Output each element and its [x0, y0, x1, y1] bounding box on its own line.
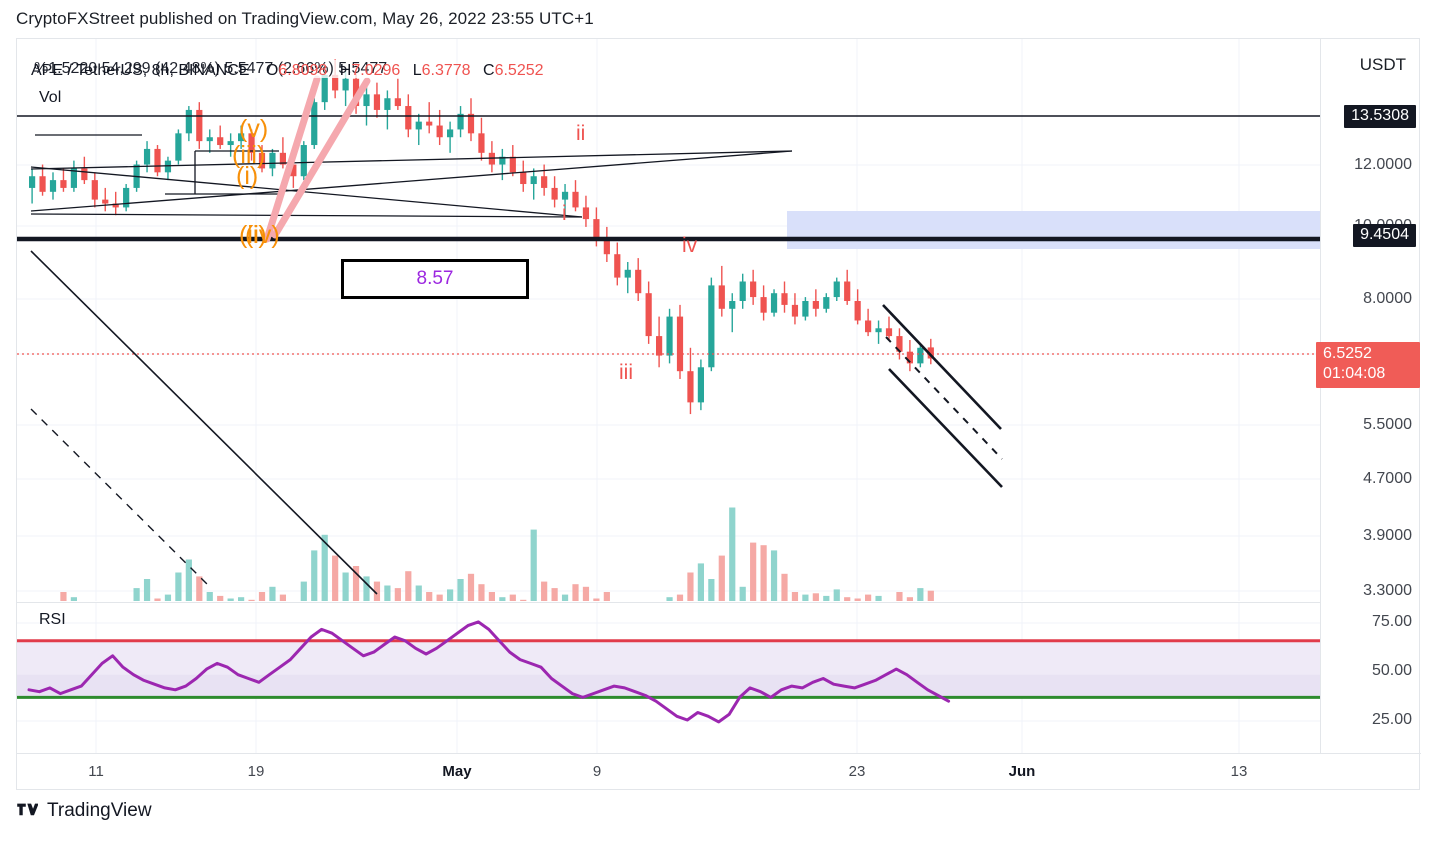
legend-ohlc-o-value: 6.8098 [278, 62, 328, 79]
legend-overlay-text: %1.5220 54,299 (42.48%) 5.5477 (2.66%) 5… [31, 60, 391, 78]
current-price-value: 6.5252 [1323, 345, 1372, 362]
price-axis-tick: 3.9000 [1363, 527, 1412, 544]
elliott-wave-label-orange[interactable]: (ii) [239, 221, 267, 249]
time-axis-tick: 11 [88, 763, 104, 780]
legend-ohlc-c-label: C [483, 62, 495, 79]
legend-ohlc-o-label: O [265, 62, 279, 79]
rsi-plot [17, 603, 1320, 754]
chart-legend: %1.5220 54,299 (42.48%) 5.5477 (2.66%) 5… [31, 60, 544, 80]
elliott-wave-label-orange[interactable]: (iii) [232, 141, 266, 169]
time-axis-tick: 23 [848, 763, 866, 780]
price-plot [17, 39, 1320, 601]
rsi-pane[interactable]: RSI [17, 602, 1320, 754]
legend-ohlc-h-value: 7.0296 [351, 62, 401, 79]
time-axis-tick: 9 [592, 763, 602, 780]
elliott-wave-label-orange[interactable]: (v) [239, 115, 269, 143]
elliott-wave-label-red[interactable]: ii [576, 122, 586, 145]
price-axis-tick: 8.0000 [1363, 290, 1412, 307]
time-axis-tick: 13 [1230, 763, 1248, 780]
time-axis-tick: May [442, 763, 472, 780]
tradingview-brand-name: TradingView [47, 800, 152, 821]
elliott-wave-label-orange[interactable]: (i) [236, 162, 259, 190]
price-axis[interactable]: USDT 12.000010.00008.00005.50004.70003.9… [1316, 39, 1420, 753]
footer-branding: TradingView [16, 800, 152, 822]
publisher-line: CryptoFXStreet published on TradingView.… [16, 9, 594, 28]
legend-ohlc-h-label: H [339, 62, 352, 79]
tradingview-logo-icon [17, 803, 38, 816]
legend-ohlc-c-value: 6.5252 [494, 62, 544, 79]
volume-legend-label[interactable]: Vol [39, 89, 62, 106]
current-price-tag[interactable]: 6.5252 01:04:08 [1316, 342, 1420, 388]
time-axis-tick: Jun [1008, 763, 1036, 780]
elliott-wave-label-orange[interactable]: (iv) [245, 221, 280, 249]
price-axis-level-tag[interactable]: 13.5308 [1344, 105, 1416, 128]
rsi-axis-tick: 25.00 [1371, 711, 1412, 728]
rsi-axis-tick: 50.00 [1371, 662, 1412, 679]
price-axis-level-tag[interactable]: 9.4504 [1353, 224, 1416, 247]
elliott-wave-label-red[interactable]: iii [619, 361, 633, 384]
chart-frame: %1.5220 54,299 (42.48%) 5.5477 (2.66%) 5… [16, 38, 1421, 790]
time-axis-tick: 19 [247, 763, 265, 780]
rsi-axis-tick: 75.00 [1371, 613, 1412, 630]
rsi-legend-label[interactable]: RSI [39, 611, 66, 628]
elliott-wave-label-red[interactable]: i [562, 202, 567, 225]
price-pane[interactable]: %1.5220 54,299 (42.48%) 5.5477 (2.66%) 5… [17, 39, 1320, 601]
legend-ohlc-l-value: 6.3778 [421, 62, 471, 79]
time-axis[interactable]: 11 19 May 9 23 Jun 13 [17, 753, 1421, 789]
price-axis-tick: 4.7000 [1363, 470, 1412, 487]
current-price-countdown: 01:04:08 [1323, 365, 1386, 383]
legend-ohlc-l-label: L [412, 62, 422, 79]
elliott-wave-label-red[interactable]: iv [682, 234, 698, 257]
legend-symbol[interactable]: APE / TetherUS, 8h, BINANCE [31, 62, 250, 79]
price-axis-currency: USDT [1359, 55, 1406, 74]
price-axis-tick: 3.3000 [1363, 582, 1412, 599]
measure-label-value: 8.57 [416, 268, 454, 289]
measure-label-box[interactable]: 8.57 [341, 259, 529, 299]
price-axis-tick: 12.0000 [1354, 156, 1412, 173]
price-axis-tick: 5.5000 [1363, 416, 1412, 433]
